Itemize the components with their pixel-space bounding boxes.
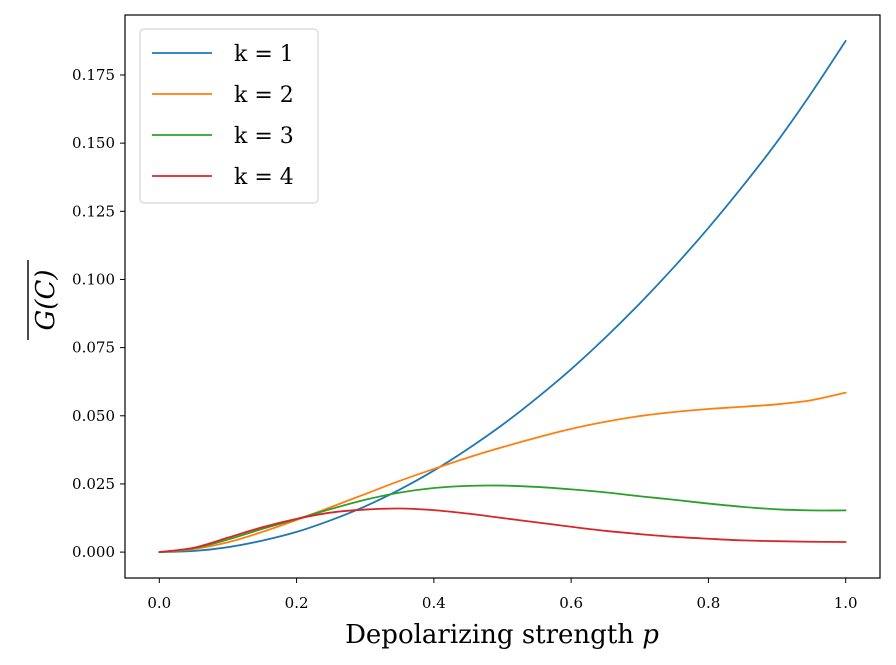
legend-items: k = 1 k = 2 k = 3 k = 4 [152, 42, 294, 190]
y-tick-label: 0.075 [72, 339, 115, 357]
y-tick-label: 0.150 [72, 134, 115, 152]
x-axis-title: Depolarizing strength p [345, 620, 659, 650]
x-tick-label: 0.4 [422, 594, 446, 612]
series-line-k3 [158, 484, 847, 553]
series-line-k4 [158, 507, 847, 553]
plot-frame [124, 14, 881, 579]
series-line-k1 [158, 40, 847, 553]
y-axis-title-text: G(C) [31, 270, 61, 331]
legend-label-k1: k = 1 [234, 42, 294, 67]
y-axis-title: G(C) [27, 260, 61, 340]
y-tick-label: 0.050 [72, 407, 115, 425]
x-axis-ticks: 0.0 0.2 0.4 0.6 0.8 1.0 [147, 578, 858, 612]
legend-label-k2: k = 2 [234, 83, 294, 108]
legend: k = 1 k = 2 k = 3 k = 4 [139, 28, 319, 204]
x-axis-title-text: Depolarizing strength [345, 620, 634, 650]
series-lines [158, 40, 847, 553]
legend-label-k3: k = 3 [234, 124, 294, 149]
x-axis-title-variable: p [642, 620, 659, 650]
x-tick-label: 0.2 [285, 594, 309, 612]
y-tick-label: 0.100 [72, 270, 115, 288]
x-tick-label: 0.0 [147, 594, 171, 612]
x-tick-label: 1.0 [834, 594, 858, 612]
y-axis-ticks: 0.000 0.025 0.050 0.075 0.100 0.125 0.150 0.175 [72, 66, 125, 561]
y-tick-label: 0.000 [72, 543, 115, 561]
y-tick-label: 0.175 [72, 66, 115, 84]
legend-box [139, 28, 319, 204]
y-tick-label: 0.125 [72, 202, 115, 220]
y-tick-label: 0.025 [72, 475, 115, 493]
x-tick-label: 0.8 [696, 594, 720, 612]
series-line-k2 [158, 391, 847, 553]
x-tick-label: 0.6 [559, 594, 583, 612]
legend-label-k4: k = 4 [234, 165, 294, 190]
